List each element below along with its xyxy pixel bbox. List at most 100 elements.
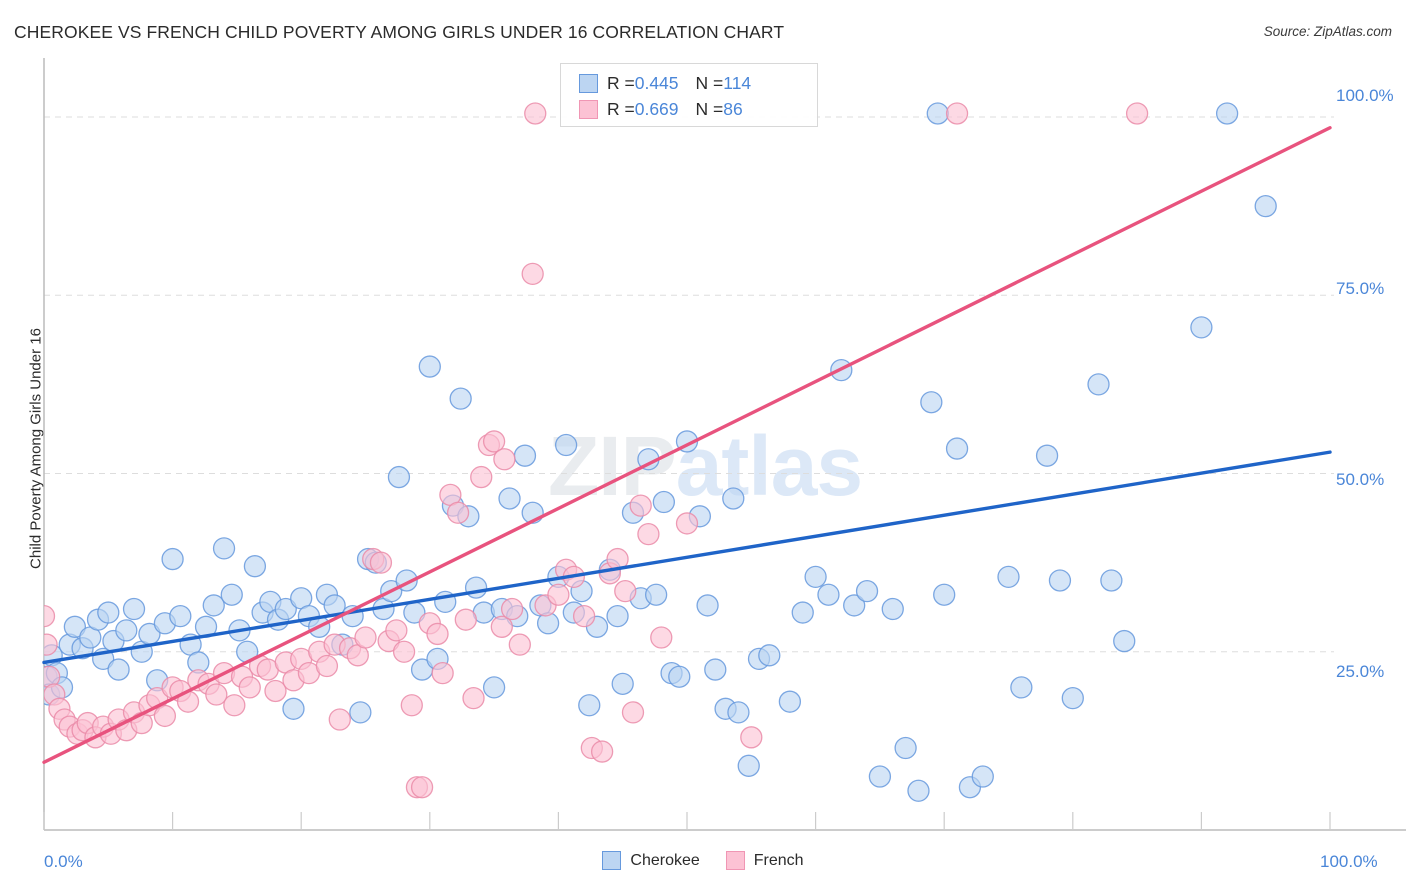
- legend-swatch-french: [725, 851, 745, 870]
- scatter-point: [482, 676, 506, 699]
- scatter-point: [482, 430, 506, 453]
- scatter-point: [238, 676, 261, 699]
- legend-item-cherokee[interactable]: Cherokee: [602, 851, 700, 870]
- scatter-point: [650, 626, 673, 649]
- scatter-point: [212, 537, 236, 560]
- scatter-point: [392, 640, 416, 663]
- scatter-point: [704, 658, 727, 681]
- scatter-point: [513, 444, 537, 467]
- scatter-point: [606, 604, 629, 628]
- scatter-point: [791, 601, 814, 624]
- y-axis-tick-25: 25.0%: [1336, 662, 1385, 681]
- scatter-point: [804, 565, 827, 589]
- scatter-point: [410, 776, 434, 799]
- scatter-point: [696, 594, 719, 617]
- scatter-point: [881, 597, 904, 621]
- scatter-point: [572, 604, 596, 628]
- scatter-point: [115, 619, 138, 642]
- scatter-point: [1048, 569, 1072, 592]
- scatter-point: [431, 661, 454, 685]
- scatter-point: [668, 665, 691, 688]
- scatter-point: [675, 512, 699, 535]
- scatter-point: [843, 594, 866, 617]
- scatter-point: [446, 501, 470, 524]
- scatter-point: [614, 580, 637, 603]
- scatter-point: [223, 694, 246, 717]
- scatter-point: [778, 690, 802, 713]
- scatter-point: [868, 765, 892, 788]
- scatter-point: [454, 608, 477, 631]
- scatter-point: [354, 626, 377, 649]
- legend-swatch-cherokee: [602, 851, 622, 870]
- scatter-point: [1010, 676, 1033, 699]
- scatter-point: [274, 597, 297, 621]
- scatter-point: [315, 654, 339, 678]
- scatter-point: [161, 547, 184, 571]
- y-axis-tick-100: 100.0%: [1336, 86, 1394, 105]
- page-title: CHEROKEE VS FRENCH CHILD POVERTY AMONG G…: [14, 22, 785, 42]
- scatter-point: [464, 576, 488, 599]
- scatter-point: [907, 779, 930, 802]
- scatter-point: [933, 583, 956, 606]
- stats-n-label-french: N =: [695, 98, 724, 119]
- scatter-point: [524, 102, 547, 125]
- scatter-point: [44, 604, 56, 628]
- scatter-point: [498, 487, 521, 510]
- stats-n-value-cherokee: 114: [723, 72, 752, 93]
- legend-label-french: French: [753, 851, 804, 869]
- scatter-point: [508, 633, 531, 656]
- scatter-point: [1215, 102, 1239, 125]
- scatter-point: [205, 683, 228, 706]
- scatter-point: [418, 355, 441, 378]
- scatter-point: [737, 754, 760, 777]
- scatter-point: [920, 391, 943, 414]
- stats-n-label-cherokee: N =: [695, 72, 724, 93]
- scatter-point: [44, 633, 58, 656]
- series-legend: Cherokee French: [0, 851, 1406, 870]
- scatter-point: [637, 522, 660, 546]
- stats-n-value-french: 86: [723, 98, 743, 119]
- scatter-point: [470, 465, 493, 489]
- x-axis-max-label: 100.0%: [1320, 852, 1378, 871]
- scatter-point: [971, 765, 994, 788]
- scatter-point: [493, 448, 516, 471]
- scatter-point: [1061, 686, 1084, 710]
- scatter-point: [122, 597, 146, 621]
- scatter-point: [644, 583, 668, 606]
- scatter-point: [945, 437, 969, 460]
- scatter-point: [578, 694, 601, 717]
- scatter-point: [500, 597, 524, 621]
- scatter-point: [462, 686, 485, 710]
- scatter-point: [243, 555, 267, 578]
- scatter-point: [349, 701, 372, 724]
- x-axis-min-label: 0.0%: [44, 852, 83, 871]
- scatter-point: [1100, 569, 1123, 592]
- stats-row-cherokee: R = 0.445 N = 114: [579, 70, 817, 96]
- scatter-point: [153, 704, 177, 728]
- scatter-point: [926, 102, 949, 125]
- scatter-point: [107, 658, 130, 681]
- scatter-point: [1254, 195, 1277, 218]
- scatter-point: [63, 615, 87, 638]
- scatter-point: [894, 736, 917, 760]
- scatter-point: [1035, 444, 1059, 467]
- y-axis-tick-75: 75.0%: [1336, 279, 1385, 298]
- scatter-point: [1125, 102, 1149, 125]
- scatter-point: [590, 740, 614, 763]
- scatter-point: [997, 565, 1020, 589]
- legend-label-cherokee: Cherokee: [630, 851, 700, 869]
- stats-r-value-french: 0.669: [634, 98, 679, 119]
- correlation-stats-box: R = 0.445 N = 114 R = 0.669 N = 86: [560, 63, 818, 127]
- scatter-point: [740, 726, 763, 749]
- scatter-point: [611, 672, 634, 695]
- scatter-point: [722, 487, 745, 510]
- scatter-point: [621, 701, 645, 724]
- legend-item-french[interactable]: French: [725, 851, 804, 870]
- scatter-point: [652, 490, 676, 514]
- scatter-point: [521, 262, 544, 286]
- scatter-point: [97, 601, 120, 624]
- scatter-point: [169, 604, 192, 628]
- scatter-point: [264, 679, 287, 703]
- scatter-point: [945, 102, 969, 125]
